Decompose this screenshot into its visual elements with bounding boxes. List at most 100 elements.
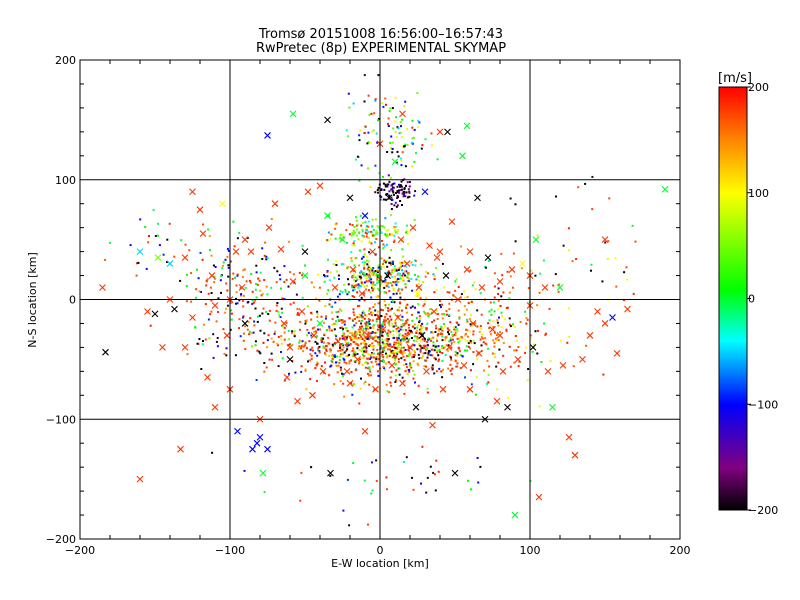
data-point: [368, 368, 371, 371]
data-point: [463, 313, 466, 316]
data-point: [353, 354, 356, 357]
data-point: [398, 183, 400, 186]
data-point: [304, 369, 307, 372]
data-point: [427, 353, 430, 356]
data-point: [376, 352, 379, 355]
data-point: [478, 330, 481, 333]
data-point: [342, 236, 345, 239]
data-point: [292, 273, 295, 276]
data-point: [331, 357, 334, 360]
data-point: [359, 129, 362, 132]
data-point: [398, 288, 401, 291]
data-point: [335, 264, 338, 266]
data-point: [323, 321, 325, 324]
data-point: [323, 333, 326, 336]
data-point: [602, 373, 605, 376]
data-point: [400, 346, 403, 349]
data-point: [342, 382, 345, 385]
data-point: [536, 352, 539, 355]
data-point: [391, 148, 394, 150]
data-point: [377, 316, 380, 319]
data-point: [394, 229, 397, 232]
data-point: [382, 309, 384, 312]
data-point: [242, 332, 245, 335]
data-point: [498, 316, 500, 319]
data-point: [363, 479, 366, 482]
data-point-marker: [504, 403, 511, 411]
data-point: [243, 268, 246, 271]
data-point: [279, 316, 282, 319]
data-point: [351, 232, 354, 234]
data-point: [202, 323, 205, 326]
data-point: [333, 322, 336, 325]
data-point: [458, 316, 461, 319]
data-point: [441, 333, 444, 335]
data-point: [350, 382, 353, 384]
data-point: [390, 147, 393, 150]
data-point: [488, 327, 491, 329]
data-point: [356, 277, 358, 280]
data-point: [405, 270, 408, 273]
data-point: [386, 356, 388, 359]
data-point: [205, 284, 208, 287]
data-point: [450, 356, 452, 359]
data-point: [454, 359, 457, 362]
data-point: [391, 269, 394, 272]
data-point: [388, 256, 391, 259]
data-point: [332, 263, 335, 266]
y-tick-label: 200: [55, 54, 76, 67]
data-point: [288, 338, 291, 341]
data-point: [494, 285, 496, 288]
data-point: [351, 244, 354, 247]
data-point: [251, 345, 253, 348]
data-point: [379, 360, 382, 363]
data-point: [129, 244, 132, 247]
data-point: [388, 355, 391, 358]
data-point: [265, 258, 268, 261]
data-point: [216, 337, 219, 339]
data-point: [335, 222, 338, 225]
data-point: [367, 225, 370, 228]
data-point: [368, 271, 371, 274]
data-point: [221, 267, 224, 270]
data-point: [371, 218, 374, 221]
data-point: [320, 341, 323, 344]
data-point: [368, 241, 371, 244]
data-point: [387, 117, 390, 120]
data-point: [385, 229, 388, 232]
data-point: [395, 379, 397, 381]
data-point: [401, 118, 404, 121]
data-point: [330, 305, 333, 308]
data-point: [375, 331, 378, 334]
data-point: [208, 235, 211, 238]
data-point: [363, 355, 366, 358]
data-point: [217, 311, 219, 313]
data-point: [459, 337, 462, 340]
data-point-marker: [301, 248, 309, 255]
data-point: [396, 353, 399, 356]
data-point: [387, 309, 390, 312]
data-point-marker: [474, 194, 481, 202]
data-point-marker: [309, 391, 316, 399]
data-point: [368, 289, 370, 292]
data-point: [266, 346, 269, 349]
data-point: [287, 285, 290, 288]
data-point: [454, 334, 457, 337]
data-point: [444, 339, 447, 341]
data-point: [186, 353, 189, 356]
data-point: [456, 352, 459, 355]
data-point: [340, 238, 343, 241]
data-point: [353, 324, 356, 327]
data-point: [444, 336, 447, 339]
data-point: [366, 259, 368, 262]
data-point: [415, 278, 418, 281]
data-point: [357, 344, 360, 347]
data-point: [254, 340, 257, 343]
data-point: [404, 286, 407, 289]
data-point: [253, 324, 256, 327]
data-point: [372, 345, 375, 347]
data-point: [342, 373, 345, 376]
data-point: [531, 350, 534, 353]
data-point: [316, 315, 319, 318]
data-point-marker: [519, 260, 526, 267]
